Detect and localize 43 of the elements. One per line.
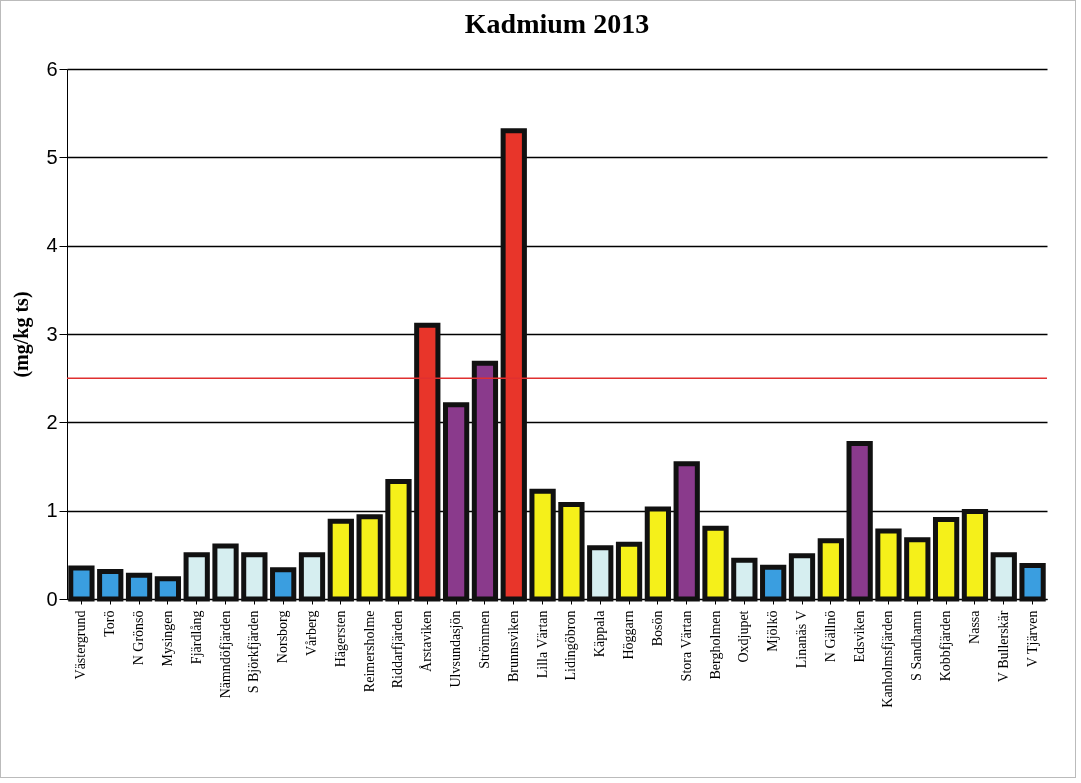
x-tick-label: Reimersholme (361, 610, 377, 693)
x-tick-label: Mjölkö (765, 610, 781, 652)
x-tick-label: Lidingöbron (563, 610, 579, 681)
y-tick-label: 5 (46, 145, 58, 168)
x-tick-label: Höggarn (621, 610, 637, 660)
x-tick-label: Fjärdlång (188, 610, 204, 665)
y-tick-label: 3 (46, 322, 58, 345)
x-tick-label: S Sandhamn (909, 610, 925, 681)
chart-title: Kadmium 2013 (464, 8, 650, 39)
x-tick-label: Käppala (592, 609, 608, 658)
y-tick-label: 4 (46, 234, 58, 257)
y-tick-label: 6 (46, 57, 58, 80)
x-tick-label: Bergholmen (707, 610, 723, 680)
y-tick-label: 0 (46, 587, 58, 610)
x-tick-label: Brunnsviken (505, 610, 521, 683)
x-tick-label: Edsviken (851, 610, 867, 663)
x-tick-label: Hägersten (332, 610, 348, 668)
y-axis-title: (mg/kg ts) (10, 291, 34, 378)
x-tick-label: V Tjärven (1024, 610, 1040, 668)
x-tick-label: V Bullerskär (995, 610, 1011, 683)
x-tick-label: N Grönsö (131, 610, 147, 666)
x-tick-label: Stora Värtan (678, 610, 694, 682)
x-tick-label: Kanholmsfjärden (880, 610, 896, 708)
x-tick-label: Linanäs V (794, 610, 809, 669)
x-tick-label: Nämndöfjärden (217, 610, 233, 699)
x-tick-label: Mysingen (159, 610, 175, 667)
x-tick-label: Norsborg (275, 610, 291, 664)
x-tick-label: Strömmen (476, 610, 492, 669)
x-tick-label: Västergrund (73, 610, 89, 680)
x-tick-label: N Gällnö (822, 610, 838, 663)
x-tick-label: Kobbfjärden (938, 610, 954, 682)
x-tick-label: Årstaviken (419, 610, 435, 672)
x-tick-label: Bosön (649, 610, 665, 647)
x-tick-label: Lilla Värtan (534, 610, 550, 679)
y-tick-label: 2 (46, 410, 58, 433)
x-tick-label: Ulvsundasjön (448, 610, 464, 688)
x-tick-label: Oxdjupet (736, 610, 752, 663)
x-tick-label: Torö (102, 610, 118, 637)
y-tick-label: 1 (46, 499, 58, 522)
x-tick-label: Vårberg (304, 610, 319, 657)
x-tick-label: Nassa (966, 609, 982, 644)
x-tick-label: S Björkfjärden (246, 610, 262, 694)
x-tick-label: Riddarfjärden (390, 610, 406, 689)
